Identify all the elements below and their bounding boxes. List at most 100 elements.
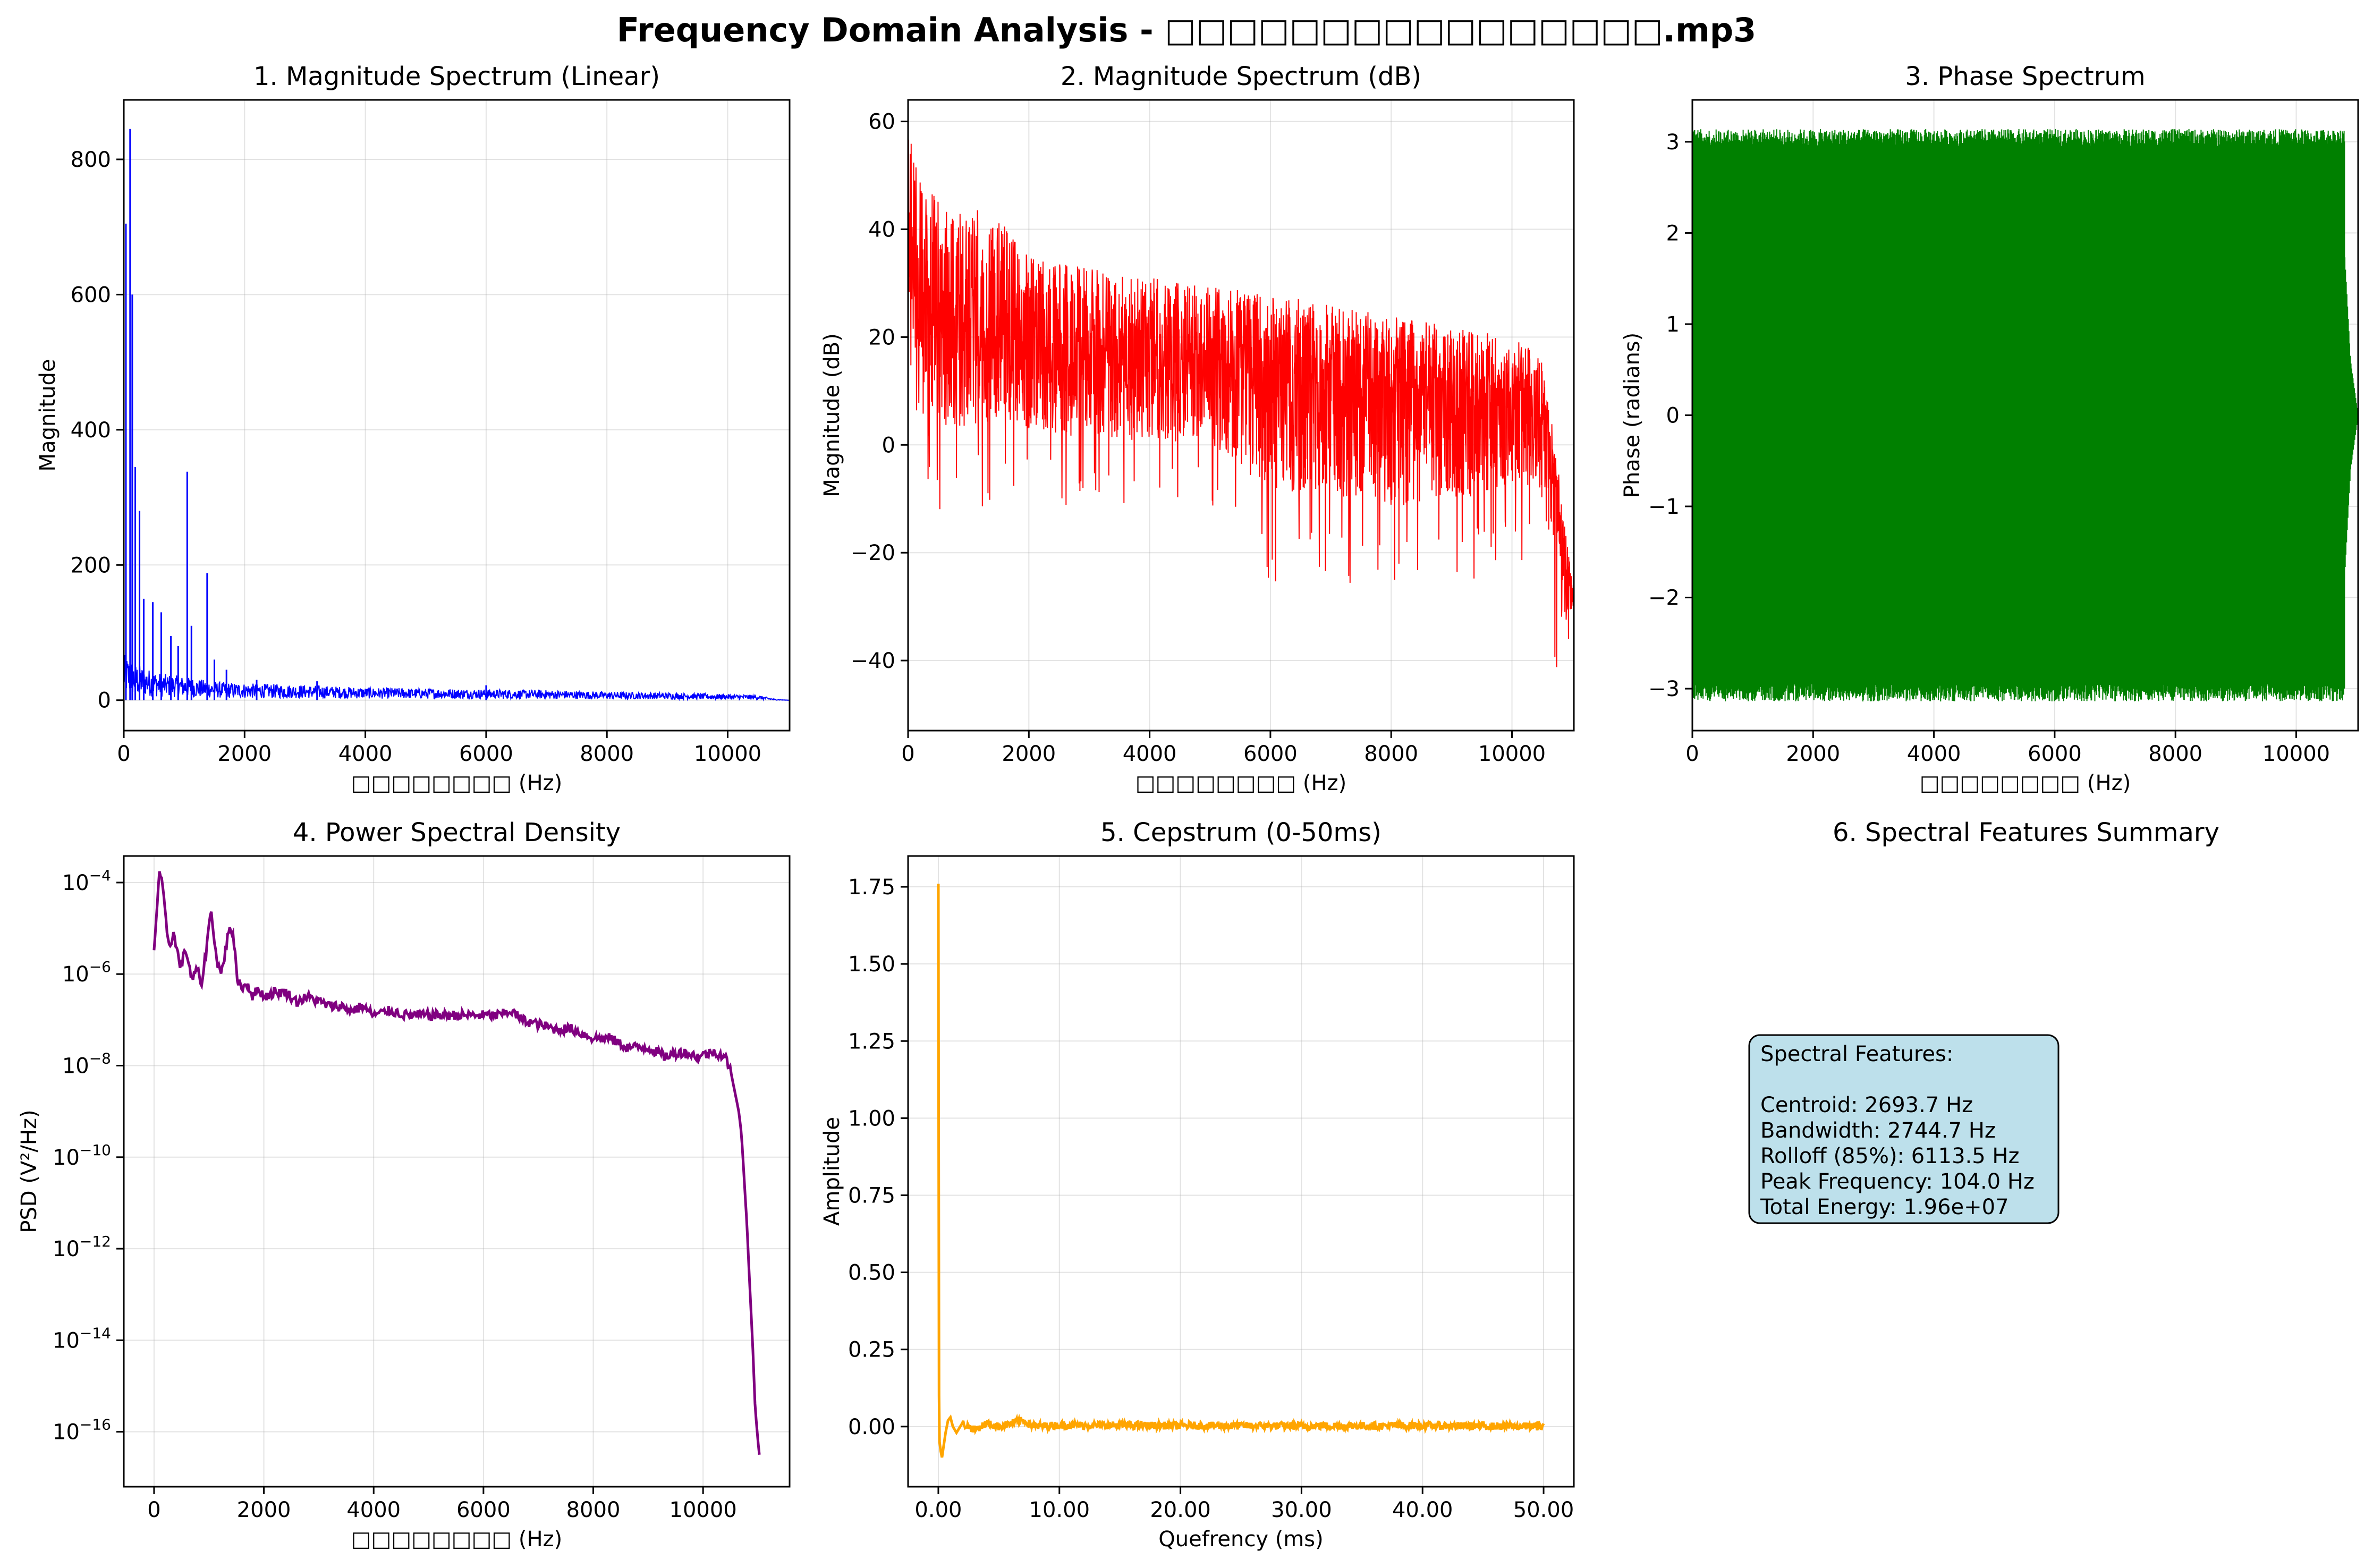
magnitude-db-ytick-label: −20: [851, 541, 895, 565]
psd-title: 4. Power Spectral Density: [293, 818, 621, 847]
summary-line-centroid: Centroid: 2693.7 Hz: [1760, 1093, 1973, 1117]
psd-xtick-label: 8000: [566, 1498, 621, 1522]
phase-ytick-label: −2: [1648, 586, 1680, 611]
magnitude-linear-ytick-label: 0: [98, 689, 111, 713]
magnitude-db-xtick-label: 4000: [1123, 742, 1177, 766]
phase-ylabel: Phase (radians): [1620, 333, 1645, 498]
magnitude-db-axes-frame: [907, 99, 1575, 732]
magnitude-db-series: [908, 139, 1574, 667]
phase-line: [1692, 129, 2345, 702]
phase-xtick-label: 6000: [2028, 742, 2082, 766]
phase-series: [1692, 129, 2358, 702]
phase-ytick-label: 1: [1666, 312, 1680, 337]
magnitude-db-xtick-label: 8000: [1364, 742, 1418, 766]
magnitude-linear-xtick-label: 2000: [217, 742, 272, 766]
magnitude-linear-series: [124, 129, 790, 702]
summary-heading: Spectral Features:: [1760, 1042, 1953, 1066]
cepstrum-ytick-label: 0.50: [848, 1261, 895, 1285]
magnitude-linear-xtick-label: 8000: [580, 742, 634, 766]
magnitude-linear-xlabel: □□□□□□□□ (Hz): [351, 771, 562, 795]
cepstrum-xtick-label: 10.00: [1029, 1498, 1090, 1522]
magnitude-linear-ytick-label: 400: [71, 418, 111, 443]
phase-xtick-label: 0: [1685, 742, 1699, 766]
summary-line-total-energy: Total Energy: 1.96e+07: [1760, 1195, 2009, 1219]
magnitude-db-xtick-label: 0: [901, 742, 914, 766]
psd-ytick-label: 10−4: [62, 867, 111, 895]
magnitude-linear-line: [124, 655, 790, 702]
magnitude-db-ytick-label: −40: [851, 649, 895, 673]
psd-xtick-label: 6000: [456, 1498, 511, 1522]
phase-ytick-label: −1: [1648, 495, 1680, 519]
magnitude-db-ytick-label: 40: [868, 217, 895, 242]
summary-line-bandwidth: Bandwidth: 2744.7 Hz: [1760, 1118, 1996, 1143]
phase-ytick-label: 2: [1666, 221, 1680, 245]
psd-grid: [124, 856, 790, 1487]
psd-xtick-label: 10000: [669, 1498, 737, 1522]
phase-ytick-label: −3: [1648, 677, 1680, 701]
magnitude-linear-ytick-label: 600: [71, 283, 111, 307]
cepstrum-xtick-label: 40.00: [1392, 1498, 1453, 1522]
psd-ytick-label: 10−6: [62, 958, 111, 987]
magnitude-linear-ytick-label: 200: [71, 553, 111, 578]
phase-title: 3. Phase Spectrum: [1905, 62, 2145, 91]
phase-xtick-label: 2000: [1786, 742, 1840, 766]
psd-plot: 0 2000 4000 6000 8000 10000 10−16 10−14 10−12 10−…: [17, 818, 791, 1552]
phase-ytick-label: 3: [1666, 130, 1680, 155]
cepstrum-xtick-label: 0.00: [914, 1498, 962, 1522]
magnitude-linear-xtick-label: 0: [117, 742, 130, 766]
phase-spectrum-plot: 0 2000 4000 6000 8000 10000 −3 −2 −1 0 1 2 3 3. Phase…: [1620, 62, 2359, 795]
psd-xtick-label: 2000: [237, 1498, 291, 1522]
psd-ytick-label: 10−14: [53, 1324, 111, 1353]
magnitude-db-xtick-label: 10000: [1478, 742, 1546, 766]
phase-xtick-label: 4000: [1907, 742, 1961, 766]
cepstrum-title: 5. Cepstrum (0-50ms): [1100, 818, 1382, 847]
cepstrum-axes-frame: [907, 855, 1575, 1488]
cepstrum-ytick-label: 1.25: [848, 1029, 895, 1054]
cepstrum-grid: [908, 856, 1574, 1487]
cepstrum-line: [937, 884, 1545, 1458]
phase-xtick-label: 8000: [2148, 742, 2202, 766]
psd-ytick-label: 10−8: [62, 1050, 111, 1079]
spectral-features-summary: 6. Spectral Features Summary Spectral Fe…: [1748, 818, 2219, 1224]
psd-ytick-label: 10−10: [53, 1141, 111, 1170]
cepstrum-xtick-label: 30.00: [1271, 1498, 1332, 1522]
psd-ylabel: PSD (V²/Hz): [17, 1109, 41, 1233]
psd-ytick-label: 10−16: [53, 1416, 111, 1445]
magnitude-linear-xtick-label: 4000: [338, 742, 393, 766]
magnitude-linear-axes-frame: [123, 99, 791, 732]
psd-ytick-label: 10−12: [53, 1233, 111, 1261]
magnitude-db-line: [908, 139, 1574, 667]
psd-line: [152, 871, 761, 1455]
cepstrum-ytick-label: 0.75: [848, 1183, 895, 1208]
magnitude-db-xtick-label: 2000: [1002, 742, 1056, 766]
psd-xlabel: □□□□□□□□ (Hz): [351, 1527, 562, 1552]
magnitude-db-ylabel: Magnitude (dB): [820, 333, 844, 497]
summary-line-rolloff: Rolloff (85%): 6113.5 Hz: [1760, 1144, 2020, 1168]
cepstrum-xtick-label: 50.00: [1513, 1498, 1574, 1522]
magnitude-db-plot: 0 2000 4000 6000 8000 10000 −40 −20 0 20 40 60 2. Ma…: [820, 62, 1575, 795]
cepstrum-ytick-label: 0.00: [848, 1415, 895, 1439]
cepstrum-xlabel: Quefrency (ms): [1158, 1527, 1323, 1552]
magnitude-linear-ytick-label: 800: [71, 148, 111, 172]
cepstrum-plot: 0.00 10.00 20.00 30.00 40.00 50.00 0.00 0.25 0.5…: [820, 818, 1575, 1552]
cepstrum-ytick-label: 0.25: [848, 1338, 895, 1362]
magnitude-linear-ylabel: Magnitude: [36, 359, 60, 472]
cepstrum-ytick-label: 1.75: [848, 875, 895, 900]
magnitude-db-xtick-label: 6000: [1243, 742, 1298, 766]
cepstrum-ytick-label: 1.00: [848, 1106, 895, 1131]
summary-title: 6. Spectral Features Summary: [1833, 818, 2219, 847]
phase-xtick-label: 10000: [2262, 742, 2330, 766]
cepstrum-series: [937, 884, 1545, 1458]
magnitude-linear-title: 1. Magnitude Spectrum (Linear): [253, 62, 660, 91]
summary-box: [1748, 1034, 2060, 1224]
cepstrum-ytick-label: 1.50: [848, 952, 895, 977]
figure-title: Frequency Domain Analysis - □□□□□□□□□□□□…: [617, 11, 1756, 49]
magnitude-db-title: 2. Magnitude Spectrum (dB): [1061, 62, 1421, 91]
magnitude-linear-xtick-label: 6000: [459, 742, 513, 766]
phase-xlabel: □□□□□□□□ (Hz): [1920, 771, 2131, 795]
psd-xtick-label: 0: [147, 1498, 160, 1522]
magnitude-linear-plot: 0 2000 4000 6000 8000 10000 0 200 400 600 800 1. Ma…: [36, 62, 791, 795]
phase-tail: [2344, 257, 2358, 580]
magnitude-db-xlabel: □□□□□□□□ (Hz): [1135, 771, 1346, 795]
psd-xtick-label: 4000: [346, 1498, 401, 1522]
